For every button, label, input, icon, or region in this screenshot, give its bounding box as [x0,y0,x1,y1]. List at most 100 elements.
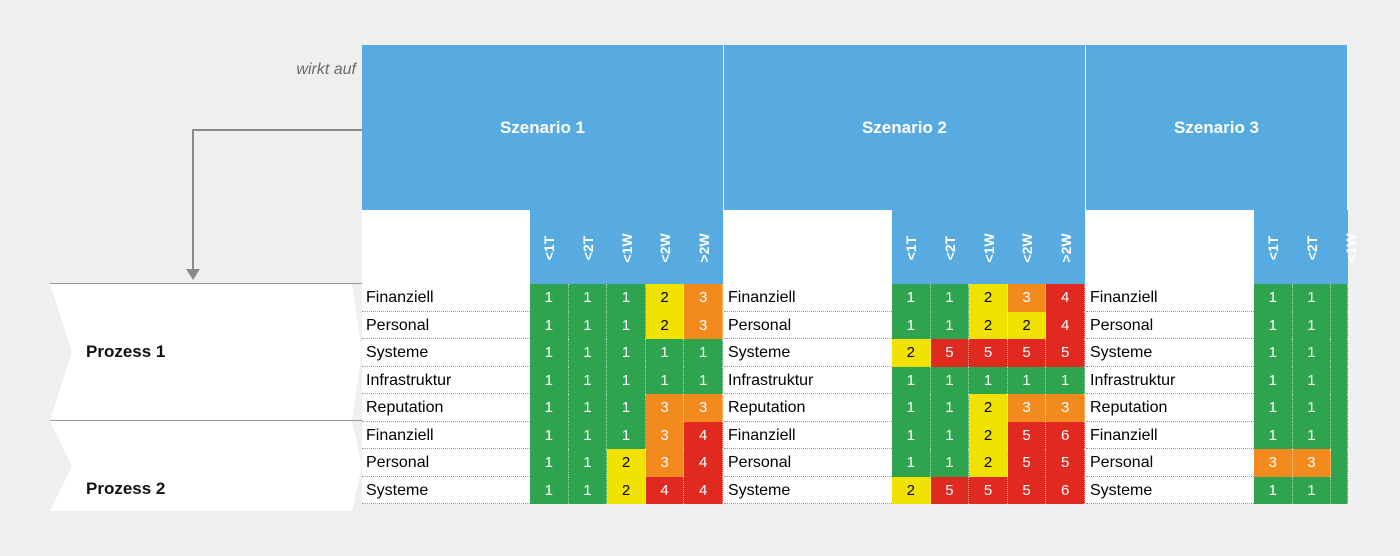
period-header: <1W [1342,232,1359,263]
row-background [1086,394,1254,422]
risk-cell: 3 [1007,394,1047,422]
row-background [724,394,892,422]
row-category: Reputation [728,399,806,416]
row-divider [724,338,892,339]
risk-cell: 1 [530,476,569,504]
risk-cell: 1 [1254,366,1293,394]
risk-cell: 1 [530,421,569,449]
row-category: Systeme [366,344,429,361]
period-header: <2T [941,235,958,260]
row-category: Finanziell [1090,426,1158,444]
risk-cell: 1 [1292,476,1332,504]
risk-cell: 2 [892,339,931,367]
risk-cell: 1 [1254,339,1293,367]
row-background [1086,284,1254,312]
risk-cell: 2 [1007,311,1047,339]
risk-cell [1331,421,1348,449]
risk-cell: 5 [1046,449,1085,477]
period-header: <1W [618,232,635,263]
risk-cell: 1 [1292,421,1332,449]
risk-cell: 3 [684,394,723,422]
risk-cell: 2 [607,449,646,477]
risk-cell [1331,476,1348,504]
period-header: <1T [1265,235,1282,260]
period-header: <2T [579,235,596,260]
connector-line-vertical [192,129,194,271]
row-category: Personal [728,316,792,334]
risk-cell: 2 [607,476,646,504]
row-background [724,311,892,339]
risk-cell: 1 [1292,394,1332,422]
scenario-header: Szenario 2 [724,45,1086,210]
row-background [1086,339,1254,367]
risk-cell: 5 [1007,421,1047,449]
risk-cell [1331,394,1348,422]
risk-cell: 4 [684,476,723,504]
row-divider [724,448,892,449]
risk-cell: 1 [930,284,970,312]
connector-line [192,129,362,131]
row-background [1086,449,1254,477]
row-background [362,476,530,504]
scenario-header: Szenario 1 [362,45,724,210]
process-panel [50,421,362,511]
row-background [1086,421,1254,449]
row-background [362,366,530,394]
row-category: Personal [728,454,792,471]
risk-cell: 2 [969,311,1008,339]
risk-cell: 6 [1046,476,1085,504]
risk-cell: 1 [607,311,646,339]
row-category: Infrastruktur [366,371,452,389]
period-header: <1W [980,232,997,263]
risk-cell: 4 [684,421,723,449]
risk-cell: 1 [568,366,608,394]
risk-cell: 4 [684,449,723,477]
period-header: >2W [1057,232,1074,263]
risk-cell: 5 [969,339,1008,367]
risk-cell: 1 [568,284,608,312]
risk-cell: 5 [1007,476,1047,504]
row-background [362,449,530,477]
row-category: Finanziell [1090,289,1158,306]
risk-cell: 2 [892,476,931,504]
risk-cell [1331,284,1348,312]
risk-cell: 2 [969,421,1008,449]
chevron-tip [352,284,362,420]
risk-cell: 1 [607,366,646,394]
process-divider [50,283,362,284]
risk-cell: 1 [930,366,970,394]
period-header-group: <1T <2T <1W <2W >2W [530,210,723,285]
row-category: Systeme [366,481,429,499]
risk-cell [1331,339,1348,367]
process-label: Prozess 1 [86,342,166,361]
period-header: <2T [1303,235,1320,260]
row-background [1086,366,1254,394]
risk-cell: 1 [892,311,931,339]
risk-cell: 2 [645,284,685,312]
row-divider [362,475,530,477]
category-header-blank [362,210,530,285]
row-background [724,449,892,477]
row-category: Reputation [366,399,444,416]
risk-cell: 1 [1254,394,1293,422]
row-category: Finanziell [366,289,434,306]
risk-cell: 6 [1046,421,1085,449]
period-header: >2W [695,232,712,263]
row-divider [1086,338,1254,339]
chevron-shape [50,421,72,511]
risk-cell: 1 [684,366,723,394]
risk-cell: 1 [530,284,569,312]
risk-cell: 1 [568,449,608,477]
risk-cell: 2 [969,284,1008,312]
row-divider [1086,310,1254,312]
row-divider [362,420,530,422]
row-category: Infrastruktur [1090,371,1176,389]
risk-cell: 5 [930,339,970,367]
row-divider [362,338,530,339]
category-header-blank [1086,210,1254,285]
row-background [362,421,530,449]
process-panel [50,284,362,421]
risk-cell: 1 [930,311,970,339]
row-background [362,339,530,367]
